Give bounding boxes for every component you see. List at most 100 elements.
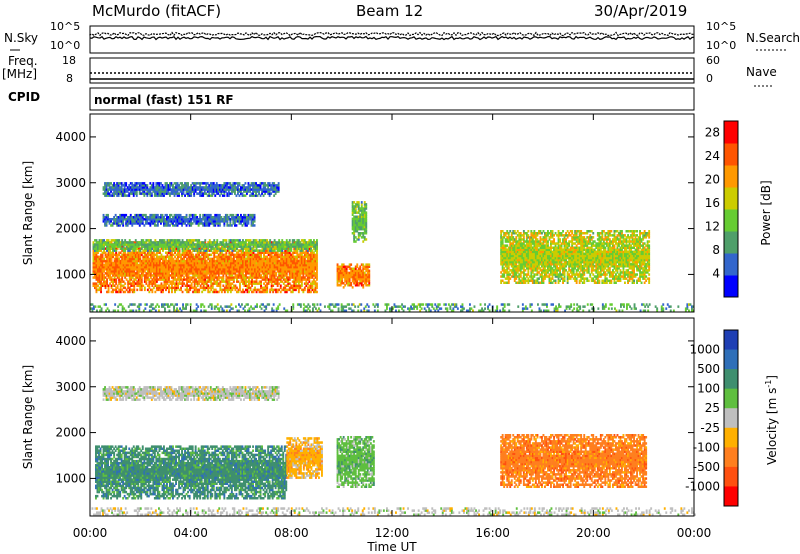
heatmap-cell <box>127 282 130 285</box>
heatmap-cell <box>248 278 250 281</box>
heatmap-cell <box>273 259 276 263</box>
heatmap-cell <box>124 247 127 250</box>
heatmap-cell <box>207 272 210 275</box>
heatmap-cell <box>222 255 225 259</box>
heatmap-cell <box>311 261 314 265</box>
heatmap-cell <box>165 276 167 279</box>
heatmap-cell <box>285 257 288 261</box>
heatmap-cell <box>196 253 199 257</box>
heatmap-cell <box>171 263 173 267</box>
heatmap-cell <box>243 284 246 287</box>
heatmap-cell <box>302 274 305 277</box>
heatmap-cell <box>216 239 219 242</box>
heatmap-cell <box>106 290 108 294</box>
heatmap-cell <box>192 257 195 261</box>
heatmap-cell <box>297 274 300 277</box>
heatmap-cell <box>103 276 105 279</box>
heatmap-cell <box>252 255 255 259</box>
heatmap-cell <box>293 286 296 290</box>
heatmap-cell <box>242 268 244 271</box>
heatmap-cell <box>181 241 184 244</box>
heatmap-cell <box>213 255 216 259</box>
heatmap-cell <box>237 288 240 292</box>
heatmap-cell <box>213 263 216 267</box>
heatmap-cell <box>183 282 185 285</box>
heatmap-cell <box>316 253 318 257</box>
heatmap-cell <box>261 278 264 281</box>
heatmap-cell <box>151 265 154 269</box>
heatmap-cell <box>193 278 196 281</box>
heatmap-cell <box>152 251 155 254</box>
heatmap-cell <box>98 259 101 263</box>
heatmap-cell <box>316 239 318 242</box>
heatmap-cell <box>246 253 249 257</box>
heatmap-cell <box>201 286 204 290</box>
heatmap-cell <box>159 286 161 290</box>
heatmap-cell <box>207 276 210 279</box>
heatmap-cell <box>217 284 220 287</box>
heatmap-cell <box>148 263 151 267</box>
heatmap-cell <box>245 261 247 265</box>
heatmap-cell <box>148 272 151 275</box>
heatmap-cell <box>154 247 157 250</box>
heatmap-cell <box>119 247 122 250</box>
heatmap-cell <box>296 261 299 265</box>
heatmap-cell <box>220 263 223 267</box>
heatmap-cell <box>234 268 237 271</box>
heatmap-cell <box>291 276 294 279</box>
heatmap-cell <box>160 288 163 292</box>
heatmap-cell <box>272 255 275 259</box>
heatmap-cell <box>187 251 190 254</box>
heatmap-cell <box>278 274 281 277</box>
heatmap-cell <box>195 261 198 265</box>
heatmap-cell <box>134 265 137 269</box>
heatmap-cell <box>148 282 151 285</box>
heatmap-cell <box>282 286 285 290</box>
heatmap-cell <box>237 253 240 257</box>
heatmap-cell <box>174 259 176 263</box>
heatmap-cell <box>131 290 134 294</box>
heatmap-cell <box>143 241 146 244</box>
heatmap-cell <box>110 270 113 273</box>
heatmap-cell <box>242 261 244 265</box>
heatmap-cell <box>183 265 185 269</box>
heatmap-cell <box>171 251 173 254</box>
heatmap-cell <box>276 261 279 265</box>
heatmap-cell <box>171 245 173 248</box>
heatmap-cell <box>119 263 122 267</box>
heatmap-cell <box>177 247 179 250</box>
heatmap-cell <box>219 270 222 273</box>
heatmap-cell <box>249 276 252 279</box>
heatmap-cell <box>228 280 231 283</box>
heatmap-cell <box>106 255 108 259</box>
heatmap-cell <box>143 286 146 290</box>
heatmap-cell <box>273 261 276 265</box>
heatmap-cell <box>178 259 181 263</box>
heatmap-cell <box>251 276 253 279</box>
heatmap-cell <box>270 241 273 244</box>
heatmap-cell <box>181 257 184 261</box>
heatmap-cell <box>270 251 273 254</box>
heatmap-cell <box>205 265 208 269</box>
heatmap-cell <box>157 288 160 292</box>
heatmap-cell <box>103 245 105 248</box>
heatmap-cell <box>234 265 237 269</box>
heatmap-cell <box>169 245 172 248</box>
heatmap-cell <box>166 247 169 250</box>
heatmap-cell <box>291 274 294 277</box>
heatmap-cell <box>107 288 110 292</box>
heatmap-cell <box>251 251 253 254</box>
heatmap-cell <box>98 249 101 252</box>
heatmap-cell <box>136 280 139 283</box>
heatmap-cell <box>92 272 95 275</box>
heatmap-cell <box>228 257 231 261</box>
heatmap-cell <box>284 251 287 254</box>
heatmap-cell <box>103 243 105 246</box>
heatmap-cell <box>249 268 252 271</box>
heatmap-cell <box>211 290 214 294</box>
heatmap-cell <box>245 257 247 261</box>
heatmap-cell <box>314 286 317 290</box>
heatmap-cell <box>136 276 139 279</box>
heatmap-cell <box>165 278 167 281</box>
heatmap-cell <box>239 282 241 285</box>
